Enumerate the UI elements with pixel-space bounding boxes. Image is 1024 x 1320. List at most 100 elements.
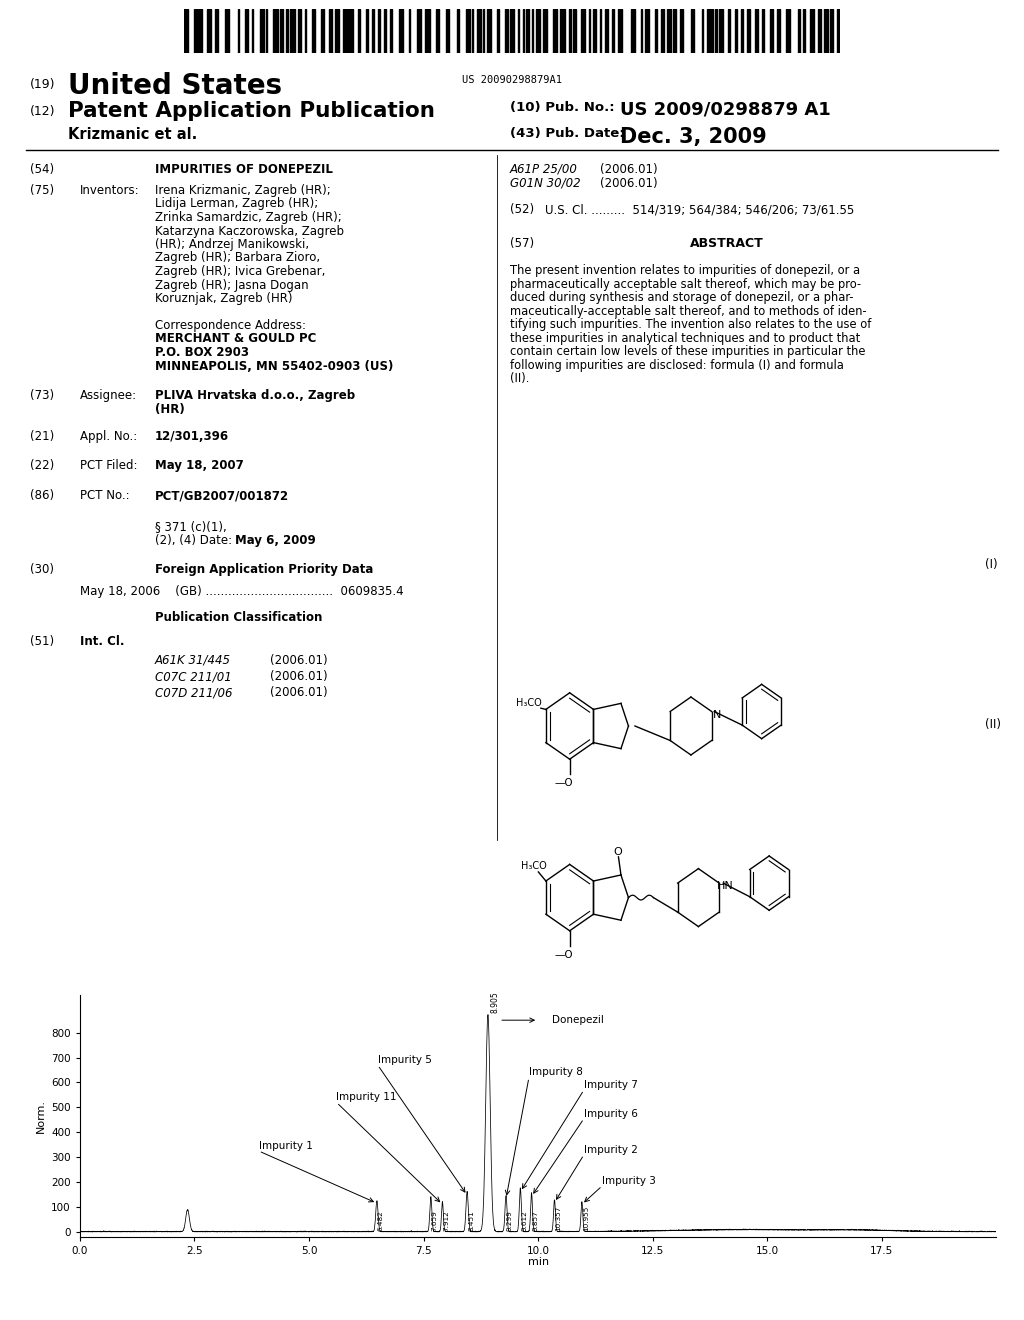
- Bar: [472, 9, 473, 53]
- Bar: [486, 9, 490, 53]
- Bar: [645, 9, 649, 53]
- Text: (75): (75): [30, 183, 54, 197]
- Bar: [641, 9, 642, 53]
- Bar: [810, 9, 814, 53]
- Bar: [735, 9, 737, 53]
- Bar: [712, 9, 713, 53]
- Text: Impurity 6: Impurity 6: [584, 1109, 638, 1118]
- Text: Zagreb (HR); Barbara Zioro,: Zagreb (HR); Barbara Zioro,: [155, 252, 321, 264]
- Text: § 371 (c)(1),: § 371 (c)(1),: [155, 520, 226, 533]
- Text: PCT/GB2007/001872: PCT/GB2007/001872: [155, 490, 289, 502]
- Text: The present invention relates to impurities of donepezil, or a: The present invention relates to impurit…: [510, 264, 860, 277]
- Text: Patent Application Publication: Patent Application Publication: [68, 102, 435, 121]
- Text: (2006.01): (2006.01): [270, 671, 328, 682]
- Bar: [260, 9, 263, 53]
- Text: (73): (73): [30, 389, 54, 403]
- Text: HN: HN: [717, 882, 733, 891]
- Text: US 2009/0298879 A1: US 2009/0298879 A1: [620, 102, 830, 119]
- Text: P.O. BOX 2903: P.O. BOX 2903: [155, 346, 249, 359]
- Bar: [348, 9, 352, 53]
- Text: Foreign Application Priority Data: Foreign Application Priority Data: [155, 564, 374, 577]
- Bar: [741, 9, 742, 53]
- Bar: [553, 9, 557, 53]
- Bar: [238, 9, 239, 53]
- Text: (86): (86): [30, 490, 54, 502]
- Bar: [417, 9, 421, 53]
- Text: Publication Classification: Publication Classification: [155, 611, 323, 623]
- Bar: [378, 9, 380, 53]
- Text: N: N: [713, 710, 721, 719]
- Text: (51): (51): [30, 635, 54, 648]
- Text: Impurity 2: Impurity 2: [584, 1144, 638, 1155]
- Text: PCT No.:: PCT No.:: [80, 490, 130, 502]
- Text: pharmaceutically acceptable salt thereof, which may be pro-: pharmaceutically acceptable salt thereof…: [510, 277, 861, 290]
- Bar: [505, 9, 509, 53]
- Bar: [280, 9, 283, 53]
- Text: (43) Pub. Date:: (43) Pub. Date:: [510, 127, 625, 140]
- Text: Impurity 8: Impurity 8: [529, 1068, 583, 1077]
- Bar: [569, 9, 570, 53]
- Bar: [701, 9, 703, 53]
- Text: (10) Pub. No.:: (10) Pub. No.:: [510, 102, 614, 114]
- Text: 9.299: 9.299: [507, 1210, 513, 1232]
- Text: US 20090298879A1: US 20090298879A1: [462, 74, 562, 84]
- Text: 9.857: 9.857: [532, 1210, 539, 1232]
- Text: May 6, 2009: May 6, 2009: [234, 533, 315, 546]
- Bar: [458, 9, 460, 53]
- Text: H₃CO: H₃CO: [521, 861, 547, 871]
- Bar: [531, 9, 534, 53]
- Text: Zrinka Samardzic, Zagreb (HR);: Zrinka Samardzic, Zagreb (HR);: [155, 211, 342, 224]
- Text: May 18, 2007: May 18, 2007: [155, 459, 244, 473]
- Bar: [690, 9, 693, 53]
- Text: 8.451: 8.451: [468, 1210, 474, 1232]
- Text: (2006.01): (2006.01): [600, 162, 657, 176]
- Bar: [593, 9, 596, 53]
- Bar: [604, 9, 608, 53]
- Text: IMPURITIES OF DONEPEZIL: IMPURITIES OF DONEPEZIL: [155, 162, 333, 176]
- Text: tifying such impurities. The invention also relates to the use of: tifying such impurities. The invention a…: [510, 318, 871, 331]
- Bar: [748, 9, 750, 53]
- Text: —O: —O: [555, 779, 573, 788]
- Bar: [537, 9, 540, 53]
- Text: C07C 211/01: C07C 211/01: [155, 671, 231, 682]
- Text: Impurity 3: Impurity 3: [602, 1176, 656, 1185]
- Bar: [298, 9, 301, 53]
- Bar: [829, 9, 834, 53]
- Bar: [618, 9, 623, 53]
- Bar: [777, 9, 780, 53]
- Bar: [526, 9, 528, 53]
- Bar: [329, 9, 332, 53]
- Bar: [245, 9, 248, 53]
- Bar: [589, 9, 590, 53]
- Bar: [497, 9, 500, 53]
- Text: MINNEAPOLIS, MN 55402-0903 (US): MINNEAPOLIS, MN 55402-0903 (US): [155, 359, 393, 372]
- Text: duced during synthesis and storage of donepezil, or a phar-: duced during synthesis and storage of do…: [510, 292, 853, 304]
- Text: (30): (30): [30, 564, 54, 577]
- Bar: [755, 9, 759, 53]
- Text: (HR); Andrzej Manikowski,: (HR); Andrzej Manikowski,: [155, 238, 309, 251]
- Bar: [321, 9, 325, 53]
- Text: 12/301,396: 12/301,396: [155, 430, 229, 442]
- Bar: [631, 9, 635, 53]
- Text: PCT Filed:: PCT Filed:: [80, 459, 137, 473]
- Text: Impurity 5: Impurity 5: [378, 1055, 431, 1065]
- Bar: [612, 9, 614, 53]
- Bar: [195, 9, 198, 53]
- Bar: [762, 9, 764, 53]
- Text: (I): (I): [985, 558, 997, 572]
- Bar: [824, 9, 828, 53]
- Text: (19): (19): [30, 78, 55, 91]
- Bar: [581, 9, 585, 53]
- Text: May 18, 2006    (GB) ..................................  0609835.4: May 18, 2006 (GB) ......................…: [80, 585, 403, 598]
- Text: Donepezil: Donepezil: [552, 1015, 604, 1026]
- Bar: [483, 9, 484, 53]
- Text: these impurities in analytical techniques and to product that: these impurities in analytical technique…: [510, 331, 860, 345]
- Bar: [720, 9, 723, 53]
- Text: Impurity 7: Impurity 7: [584, 1080, 638, 1090]
- Bar: [311, 9, 315, 53]
- Text: Inventors:: Inventors:: [80, 183, 139, 197]
- Bar: [715, 9, 717, 53]
- Text: (HR): (HR): [155, 403, 184, 416]
- Text: (57): (57): [510, 238, 535, 251]
- Text: C07D 211/06: C07D 211/06: [155, 686, 232, 700]
